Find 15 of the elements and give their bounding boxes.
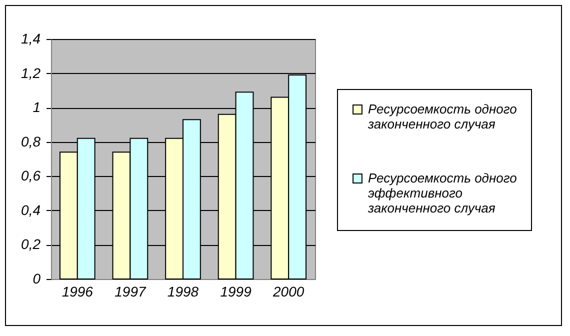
y-tick-label: 0: [32, 270, 41, 286]
x-tick-label: 1997: [114, 284, 147, 300]
y-tick-label: 0,6: [21, 168, 41, 184]
y-tick-label: 1,2: [21, 64, 41, 81]
legend-label: Ресурсоемкость одного законченного случая: [367, 102, 517, 132]
x-tick-label: 2000: [272, 284, 304, 300]
x-tick-label: 1998: [167, 284, 199, 300]
x-tick-label: 1996: [62, 284, 94, 300]
legend-label: Ресурсоемкость одного эффективного законченного случая: [367, 170, 517, 216]
y-tick-label: 0,2: [21, 236, 41, 252]
y-tick-label: 0,4: [21, 202, 41, 218]
y-tick-label: 1,4: [21, 30, 41, 46]
y-tick-label: 0,8: [21, 133, 41, 150]
x-tick-label: 1999: [220, 284, 252, 300]
y-tick-label: 1: [32, 99, 40, 116]
